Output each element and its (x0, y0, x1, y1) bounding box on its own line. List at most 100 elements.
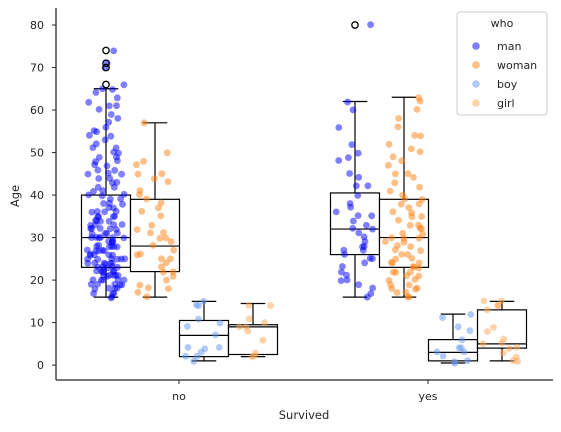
strip-point (348, 141, 356, 149)
strip-point (157, 212, 165, 220)
strip-point (107, 195, 114, 203)
x-tick-label-yes: yes (418, 390, 437, 403)
strip-point (167, 238, 175, 246)
strip-point (111, 166, 119, 174)
legend-marker-boy (472, 80, 480, 88)
strip-point (148, 222, 156, 229)
strip-point (145, 284, 152, 292)
strip-point (114, 255, 121, 263)
strip-point (346, 170, 353, 177)
strip-point (398, 157, 406, 165)
strip-point (165, 285, 172, 292)
strip-point (413, 106, 421, 113)
strip-point (513, 343, 521, 351)
box-flier (102, 80, 110, 89)
strip-point (411, 131, 419, 139)
strip-point (190, 357, 198, 365)
strip-point (340, 246, 348, 254)
x-axis-label: Survived (279, 408, 330, 422)
strip-point (512, 353, 520, 361)
strip-point (467, 311, 475, 318)
strip-point (399, 191, 406, 199)
strip-point (151, 175, 158, 183)
legend: who man woman boy girl (456, 11, 548, 116)
strip-point (354, 192, 362, 199)
strip-point (93, 242, 101, 250)
strip-point (157, 199, 165, 207)
strip-point (335, 157, 343, 164)
strip-point (418, 213, 426, 220)
strip-point (505, 345, 513, 352)
legend-marker-woman (472, 61, 480, 69)
strip-no-woman (133, 119, 178, 301)
strip-point (367, 21, 374, 29)
box-flier (351, 21, 359, 29)
box-flier (102, 63, 110, 72)
strip-point (201, 345, 209, 353)
strip-point (212, 331, 220, 339)
strip-point (167, 255, 174, 263)
strip-point (349, 106, 357, 114)
y-tick-label: 60 (30, 104, 44, 117)
strip-point (404, 251, 411, 258)
strip-point (155, 204, 162, 212)
strip-point (394, 123, 402, 131)
strip-point (134, 170, 142, 178)
strip-point (261, 319, 268, 326)
strip-point (110, 213, 117, 221)
strip-point (121, 255, 129, 263)
legend-label-girl: girl (497, 97, 515, 110)
strip-point (140, 158, 148, 165)
legend-label-man: man (497, 40, 521, 53)
strip-point (338, 268, 345, 276)
strip-point (454, 323, 462, 331)
strip-point (359, 243, 366, 251)
x-tick-label-no: no (172, 390, 186, 403)
strip-point (94, 183, 102, 191)
strip-point (483, 328, 491, 335)
strip-point (95, 106, 103, 113)
strip-no-girl (236, 302, 274, 361)
strip-point (106, 174, 114, 182)
strip-point (385, 161, 392, 169)
strip-point (162, 234, 170, 242)
y-tick-label: 80 (30, 19, 44, 32)
strip-point (416, 148, 424, 156)
strip-point (119, 200, 126, 208)
strip-point (184, 323, 191, 330)
strip-point (405, 204, 413, 212)
strip-point (163, 276, 170, 284)
strip-point (490, 324, 497, 331)
strip-point (408, 255, 416, 262)
strip-point (156, 234, 164, 242)
strip-point (404, 170, 412, 178)
strip-point (88, 230, 96, 238)
strip-point (92, 89, 100, 96)
strip-point (389, 208, 397, 216)
strip-point (158, 263, 165, 271)
strip-point (405, 281, 413, 289)
strip-point (133, 161, 140, 169)
strip-point (136, 281, 144, 289)
strip-point (343, 271, 350, 279)
strip-point (369, 284, 376, 292)
strip-point (149, 242, 157, 249)
strip-point (479, 340, 487, 348)
strip-no-boy (182, 297, 224, 365)
strip-point (392, 255, 399, 263)
strip-point (101, 136, 109, 144)
strip-point (99, 246, 106, 254)
strip-yes-woman (382, 94, 426, 301)
strip-point (415, 259, 423, 267)
strip-point (143, 195, 150, 203)
strip-no-man (83, 47, 129, 302)
strip-point (134, 288, 142, 296)
strip-point (103, 162, 111, 170)
strip-point (101, 229, 109, 237)
strip-point (418, 196, 426, 203)
strip-point (120, 276, 128, 284)
strip-point (355, 281, 362, 289)
strip-point (402, 288, 410, 296)
strip-point (364, 182, 372, 190)
